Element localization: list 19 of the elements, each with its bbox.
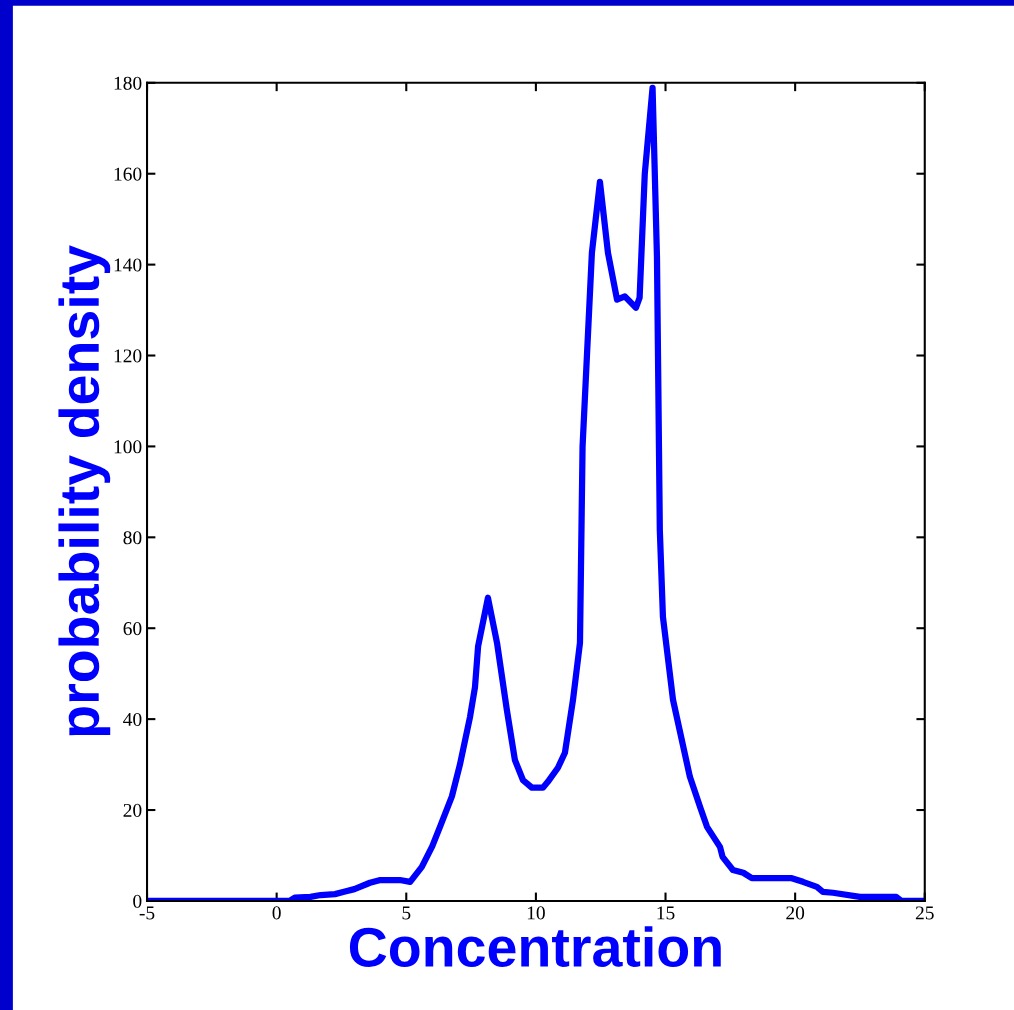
y-tick-label: 160 xyxy=(114,167,142,181)
x-tick-label: 25 xyxy=(915,906,934,920)
x-tick-label: 20 xyxy=(786,906,805,920)
y-tick-label: 40 xyxy=(123,712,142,727)
y-tick-label: 20 xyxy=(123,803,142,817)
y-tick-label: 100 xyxy=(114,440,142,454)
y-tick-label: 80 xyxy=(123,531,142,545)
y-tick-label: 180 xyxy=(114,76,142,90)
x-tick-label: 15 xyxy=(657,906,675,920)
x-tick-label: 5 xyxy=(402,906,411,920)
y-tick-label: 60 xyxy=(123,622,142,636)
x-axis-title: Concentration xyxy=(349,926,721,967)
x-tick-label: 10 xyxy=(527,906,545,920)
y-tick-label: 0 xyxy=(133,894,142,908)
y-tick-label: 140 xyxy=(114,258,142,272)
x-tick-label: 0 xyxy=(272,906,281,920)
x-tick-label: -5 xyxy=(139,906,155,920)
y-tick-label: 120 xyxy=(114,349,142,363)
y-axis-title: probability density xyxy=(58,245,111,736)
